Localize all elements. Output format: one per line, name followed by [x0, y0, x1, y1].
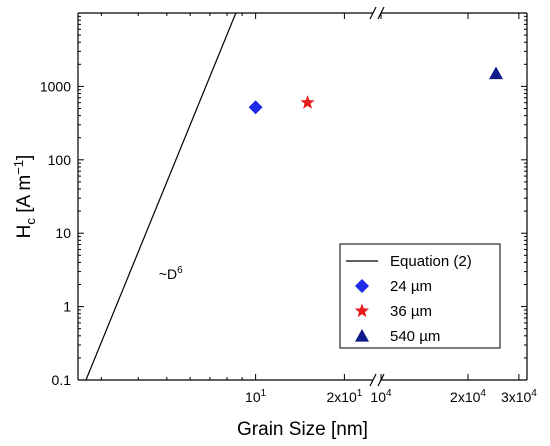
legend: Equation (2) 24 µm 36 µm 540 µm — [339, 243, 501, 349]
data-point-star — [300, 95, 315, 109]
x-tick-label: 101 — [245, 388, 267, 405]
legend-label: 24 µm — [390, 278, 432, 295]
legend-label: 36 µm — [390, 303, 432, 320]
data-point-triangle — [489, 66, 504, 80]
y-tick-label: 10 — [55, 225, 71, 241]
x-axis-title: Grain Size [nm] — [237, 419, 368, 440]
legend-label: 540 µm — [390, 328, 440, 345]
legend-marker-star — [354, 303, 370, 318]
legend-label: Equation (2) — [390, 253, 472, 270]
x-tick-label: 104 — [370, 388, 392, 405]
axis-break-mark-0 — [369, 373, 377, 387]
axis-break-mark-2 — [369, 6, 377, 20]
x-tick-label: 2x101 — [326, 388, 362, 405]
x-tick-label: 3x104 — [501, 388, 537, 405]
y-axis-title: Hc [A m−1] — [11, 155, 38, 239]
legend-marker-triangle — [355, 329, 369, 342]
x-tick-label: 2x104 — [450, 388, 486, 405]
annotation-d6: ~D6 — [159, 265, 183, 282]
y-tick-label: 1 — [63, 299, 71, 315]
y-tick-label: 100 — [48, 152, 72, 168]
plot-area: 0.1 1 10 100 1000 101 2x101 104 2x104 3x104 Grain … — [11, 6, 537, 440]
legend-marker-diamond — [355, 279, 369, 293]
y-tick-label: 1000 — [40, 78, 71, 94]
series-line-equation — [85, 13, 237, 380]
y-tick-label: 0.1 — [52, 372, 72, 388]
data-point-diamond — [248, 100, 263, 115]
